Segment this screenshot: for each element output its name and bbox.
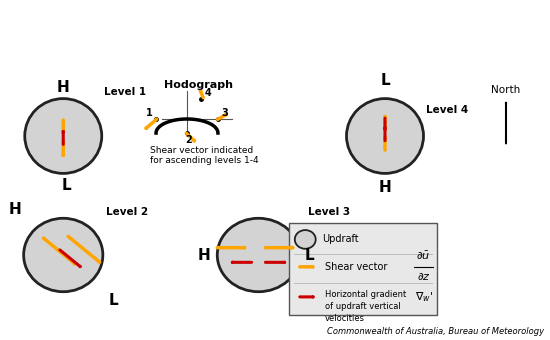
Ellipse shape — [25, 99, 102, 173]
FancyBboxPatch shape — [289, 223, 437, 314]
Text: Level 1: Level 1 — [104, 87, 147, 97]
Text: 2: 2 — [185, 135, 192, 145]
Text: L: L — [108, 293, 118, 308]
Text: $\partial\bar{u}$: $\partial\bar{u}$ — [416, 250, 431, 262]
Text: 4: 4 — [205, 88, 212, 98]
Text: $\nabla_w$': $\nabla_w$' — [415, 290, 434, 304]
Text: Horizontal gradient
of updraft vertical
velocities: Horizontal gradient of updraft vertical … — [324, 290, 406, 323]
Text: Level 2: Level 2 — [106, 207, 148, 217]
Ellipse shape — [24, 218, 103, 292]
Text: Shear vector indicated
for ascending levels 1-4: Shear vector indicated for ascending lev… — [150, 146, 258, 165]
Text: 3: 3 — [221, 108, 228, 118]
Text: $\partial z$: $\partial z$ — [416, 271, 431, 282]
Ellipse shape — [346, 99, 424, 173]
Text: Hodograph: Hodograph — [164, 80, 233, 90]
Text: Updraft: Updraft — [322, 234, 359, 244]
Text: Level 4: Level 4 — [426, 105, 469, 115]
Text: Level 3: Level 3 — [308, 207, 350, 217]
Text: North: North — [491, 85, 521, 95]
Ellipse shape — [217, 218, 300, 292]
Text: L: L — [304, 248, 314, 262]
Text: H: H — [198, 248, 211, 262]
Text: L: L — [61, 178, 71, 193]
Text: Shear vector: Shear vector — [324, 262, 387, 272]
Ellipse shape — [295, 230, 316, 249]
Text: H: H — [8, 202, 21, 217]
Text: H: H — [378, 180, 392, 194]
Text: H: H — [57, 80, 70, 95]
Text: L: L — [380, 73, 390, 88]
Text: Commonwealth of Australia, Bureau of Meteorology: Commonwealth of Australia, Bureau of Met… — [327, 327, 544, 336]
Text: 1: 1 — [146, 108, 153, 118]
